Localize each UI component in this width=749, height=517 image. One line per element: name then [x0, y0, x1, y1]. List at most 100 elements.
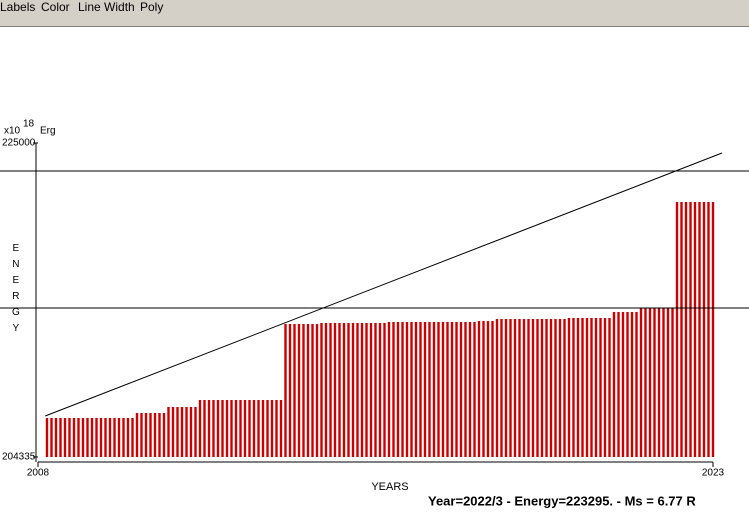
bar: [644, 308, 647, 457]
bar: [626, 311, 629, 457]
bar: [599, 317, 602, 457]
bar: [185, 406, 188, 457]
bar: [491, 321, 494, 457]
bar: [572, 317, 575, 457]
bar: [356, 322, 359, 457]
bar: [621, 311, 625, 457]
bar: [531, 319, 535, 457]
bar: [297, 324, 301, 457]
bar: [288, 324, 292, 457]
bar: [261, 400, 265, 457]
bar: [374, 322, 377, 457]
menu-item[interactable]: Color: [41, 0, 70, 14]
bar: [131, 417, 134, 457]
bar: [653, 308, 656, 457]
bar: [203, 400, 206, 457]
bar: [612, 311, 616, 457]
bar: [333, 322, 337, 457]
bar: [149, 412, 152, 457]
bar: [540, 319, 544, 457]
bar: [284, 324, 287, 457]
bar: [216, 400, 220, 457]
bar: [702, 202, 706, 457]
x-tick-label: 2023: [702, 468, 725, 479]
bar: [486, 321, 490, 457]
bar: [671, 308, 674, 457]
bar: [473, 322, 476, 457]
bar: [536, 319, 539, 457]
bar: [468, 322, 472, 457]
bar: [707, 202, 710, 457]
y-tick-label: 204335: [2, 452, 36, 463]
menu-bar: Labels Color Line Width Poly: [0, 0, 749, 27]
y-axis-label: ENERGY: [10, 243, 21, 339]
x-axis-label: YEARS: [371, 481, 408, 493]
bar: [518, 319, 521, 457]
bar: [221, 400, 224, 457]
bar: [504, 319, 508, 457]
bar: [54, 417, 58, 457]
bar: [383, 322, 386, 457]
y-tick-label: 225000: [2, 138, 36, 149]
bar: [495, 319, 499, 457]
bar: [423, 322, 427, 457]
bar: [162, 412, 166, 457]
bar: [662, 308, 665, 457]
bar: [180, 406, 184, 457]
bar: [545, 319, 548, 457]
bar: [198, 400, 202, 457]
bar: [369, 322, 373, 457]
bar: [419, 322, 422, 457]
bar: [477, 321, 481, 457]
bar: [266, 400, 269, 457]
bar: [230, 400, 233, 457]
bar: [405, 322, 409, 457]
bar: [689, 202, 692, 457]
bar: [45, 417, 49, 457]
bar: [302, 324, 305, 457]
bar: [428, 322, 431, 457]
bar: [306, 324, 310, 457]
bar: [441, 322, 445, 457]
menu-item[interactable]: Line Width: [78, 0, 135, 14]
bar: [108, 417, 112, 457]
bar: [81, 417, 85, 457]
menu-item[interactable]: Labels: [0, 0, 36, 14]
bar: [455, 322, 458, 457]
bar: [338, 322, 341, 457]
bar: [482, 321, 485, 457]
bar: [68, 417, 71, 457]
y-unit-exponent: 18: [23, 119, 35, 130]
bar: [126, 417, 130, 457]
bar: [248, 400, 251, 457]
bar: [608, 317, 611, 457]
bar: [549, 319, 553, 457]
bar: [324, 322, 328, 457]
bar: [270, 400, 274, 457]
bar: [360, 322, 364, 457]
bar: [554, 319, 557, 457]
bar: [387, 322, 391, 457]
bar: [437, 322, 440, 457]
bar: [59, 417, 62, 457]
bar: [315, 324, 319, 457]
bar: [432, 322, 436, 457]
bar: [311, 324, 314, 457]
bar: [527, 319, 530, 457]
bar: [63, 417, 67, 457]
bar: [279, 400, 283, 457]
bar: [666, 308, 670, 457]
bar: [693, 202, 697, 457]
bar: [711, 202, 715, 457]
bar: [72, 417, 76, 457]
bar: [95, 417, 98, 457]
bar: [329, 322, 332, 457]
bar: [252, 400, 256, 457]
bar: [207, 400, 211, 457]
bar: [617, 311, 620, 457]
menu-item[interactable]: Poly: [140, 0, 164, 14]
bar: [585, 317, 589, 457]
bar: [500, 319, 503, 457]
